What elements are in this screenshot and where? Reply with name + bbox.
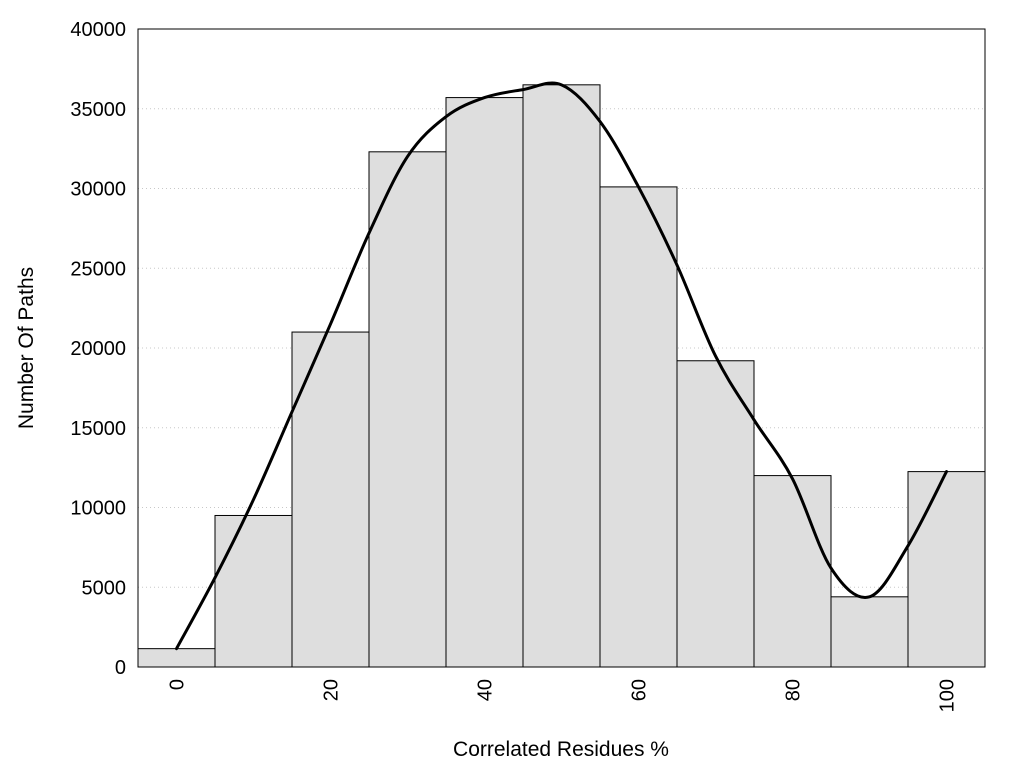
x-tick-label: 20 [321,679,343,701]
x-tick-label: 0 [167,679,189,690]
trend-curve [175,81,948,651]
trend-curve-layer [175,81,948,651]
y-tick-label: 25000 [70,258,126,280]
histogram-bar [599,186,678,668]
y-tick-label: 0 [115,657,126,679]
histogram-bars [137,84,986,668]
y-tick-label: 30000 [70,179,126,201]
histogram-bar [368,151,447,668]
histogram-bar [291,331,370,668]
y-tick-label: 5000 [82,577,127,599]
histogram-bar [214,514,293,668]
y-tick-label: 35000 [70,99,126,121]
x-tick-label: 100 [937,679,959,712]
y-tick-label: 10000 [70,498,126,520]
x-tick-label: 40 [475,679,497,701]
histogram-bar [445,97,524,668]
x-axis-label: Correlated Residues % [453,738,669,761]
histogram-bar [676,360,755,668]
y-tick-label: 20000 [70,338,126,360]
y-tick-label: 15000 [70,418,126,440]
x-axis-ticks: 0 20 40 60 80 100 [167,679,959,712]
y-axis-ticks: 0 5000 10000 15000 20000 25000 30000 35000 40000 [70,19,126,679]
histogram-bar [753,475,832,668]
histogram-bar [830,596,909,668]
y-tick-label: 40000 [70,19,126,41]
x-tick-label: 80 [783,679,805,701]
histogram-bar [907,471,986,668]
histogram-bar [137,648,216,668]
plot-frame [137,28,986,668]
y-axis-label: Number Of Paths [15,267,38,429]
x-tick-label: 60 [629,679,651,701]
histogram-bar [522,84,601,668]
